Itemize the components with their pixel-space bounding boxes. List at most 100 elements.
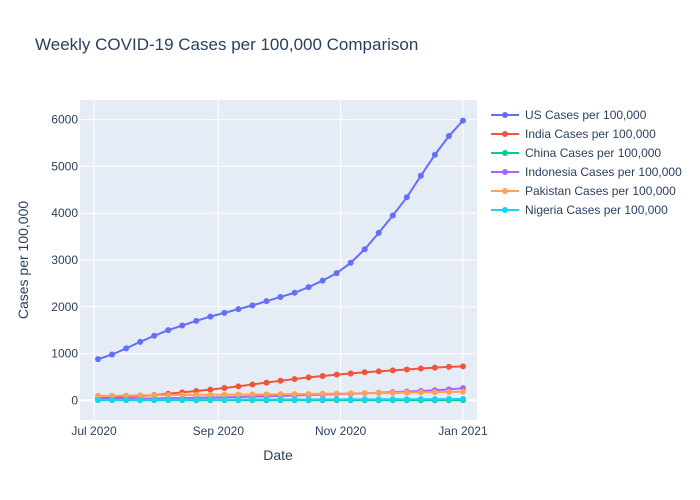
data-point[interactable]: [109, 351, 116, 358]
legend-item[interactable]: Pakistan Cases per 100,000: [491, 184, 676, 198]
data-point[interactable]: [305, 396, 312, 403]
data-point[interactable]: [459, 388, 466, 395]
data-point[interactable]: [123, 345, 130, 352]
data-point[interactable]: [319, 373, 326, 380]
data-point[interactable]: [333, 396, 340, 403]
legend-item[interactable]: Nigeria Cases per 100,000: [491, 203, 668, 217]
data-point[interactable]: [207, 386, 214, 393]
data-point[interactable]: [319, 390, 326, 397]
data-point[interactable]: [333, 390, 340, 397]
data-point[interactable]: [179, 391, 186, 398]
legend-item[interactable]: Indonesia Cases per 100,000: [491, 165, 682, 179]
data-point[interactable]: [137, 392, 144, 399]
data-point[interactable]: [179, 322, 186, 329]
data-point[interactable]: [207, 391, 214, 398]
legend-item[interactable]: India Cases per 100,000: [491, 127, 656, 141]
data-point[interactable]: [277, 293, 284, 300]
data-point[interactable]: [319, 396, 326, 403]
data-point[interactable]: [347, 396, 354, 403]
data-point[interactable]: [403, 396, 410, 403]
data-point[interactable]: [207, 396, 214, 403]
data-point[interactable]: [361, 390, 368, 397]
data-point[interactable]: [291, 391, 298, 398]
data-point[interactable]: [249, 396, 256, 403]
data-point[interactable]: [417, 396, 424, 403]
data-point[interactable]: [151, 396, 158, 403]
data-point[interactable]: [375, 396, 382, 403]
data-point[interactable]: [263, 396, 270, 403]
data-point[interactable]: [459, 117, 466, 124]
data-point[interactable]: [417, 389, 424, 396]
data-point[interactable]: [277, 377, 284, 384]
data-point[interactable]: [291, 289, 298, 296]
data-point[interactable]: [235, 306, 242, 313]
data-point[interactable]: [221, 384, 228, 391]
data-point[interactable]: [123, 392, 130, 399]
data-point[interactable]: [305, 374, 312, 381]
data-point[interactable]: [109, 396, 116, 403]
data-point[interactable]: [361, 396, 368, 403]
data-point[interactable]: [235, 391, 242, 398]
data-point[interactable]: [431, 364, 438, 371]
data-point[interactable]: [431, 389, 438, 396]
data-point[interactable]: [235, 396, 242, 403]
data-point[interactable]: [361, 369, 368, 376]
data-point[interactable]: [389, 212, 396, 219]
data-point[interactable]: [403, 389, 410, 396]
data-point[interactable]: [333, 270, 340, 277]
data-point[interactable]: [347, 390, 354, 397]
data-point[interactable]: [305, 390, 312, 397]
data-point[interactable]: [95, 356, 102, 363]
data-point[interactable]: [221, 309, 228, 316]
data-point[interactable]: [137, 396, 144, 403]
data-point[interactable]: [277, 396, 284, 403]
data-point[interactable]: [431, 396, 438, 403]
data-point[interactable]: [375, 368, 382, 375]
data-point[interactable]: [249, 381, 256, 388]
data-point[interactable]: [221, 396, 228, 403]
data-point[interactable]: [193, 391, 200, 398]
data-point[interactable]: [249, 391, 256, 398]
data-point[interactable]: [291, 376, 298, 383]
legend[interactable]: US Cases per 100,000 India Cases per 100,…: [491, 108, 682, 217]
data-point[interactable]: [235, 383, 242, 390]
data-point[interactable]: [291, 396, 298, 403]
legend-item[interactable]: US Cases per 100,000: [491, 108, 647, 122]
data-point[interactable]: [277, 391, 284, 398]
data-point[interactable]: [375, 229, 382, 236]
data-point[interactable]: [263, 298, 270, 305]
data-point[interactable]: [459, 395, 466, 402]
data-point[interactable]: [403, 194, 410, 201]
data-point[interactable]: [123, 396, 130, 403]
data-point[interactable]: [445, 388, 452, 395]
data-point[interactable]: [347, 370, 354, 377]
data-point[interactable]: [193, 396, 200, 403]
data-point[interactable]: [431, 151, 438, 158]
data-point[interactable]: [333, 371, 340, 378]
data-point[interactable]: [459, 363, 466, 370]
data-point[interactable]: [417, 365, 424, 372]
data-point[interactable]: [165, 392, 172, 399]
data-point[interactable]: [305, 284, 312, 291]
data-point[interactable]: [207, 313, 214, 320]
data-point[interactable]: [137, 338, 144, 345]
data-point[interactable]: [263, 391, 270, 398]
data-point[interactable]: [375, 390, 382, 397]
data-point[interactable]: [417, 172, 424, 179]
data-point[interactable]: [221, 391, 228, 398]
data-point[interactable]: [109, 392, 116, 399]
data-point[interactable]: [165, 396, 172, 403]
legend-item[interactable]: China Cases per 100,000: [491, 146, 661, 160]
data-point[interactable]: [249, 302, 256, 309]
data-point[interactable]: [319, 277, 326, 284]
data-point[interactable]: [95, 396, 102, 403]
data-point[interactable]: [389, 396, 396, 403]
data-point[interactable]: [403, 366, 410, 373]
data-point[interactable]: [445, 396, 452, 403]
data-point[interactable]: [361, 246, 368, 253]
data-point[interactable]: [445, 363, 452, 370]
data-point[interactable]: [193, 317, 200, 324]
data-point[interactable]: [179, 396, 186, 403]
data-point[interactable]: [151, 392, 158, 399]
data-point[interactable]: [347, 259, 354, 266]
